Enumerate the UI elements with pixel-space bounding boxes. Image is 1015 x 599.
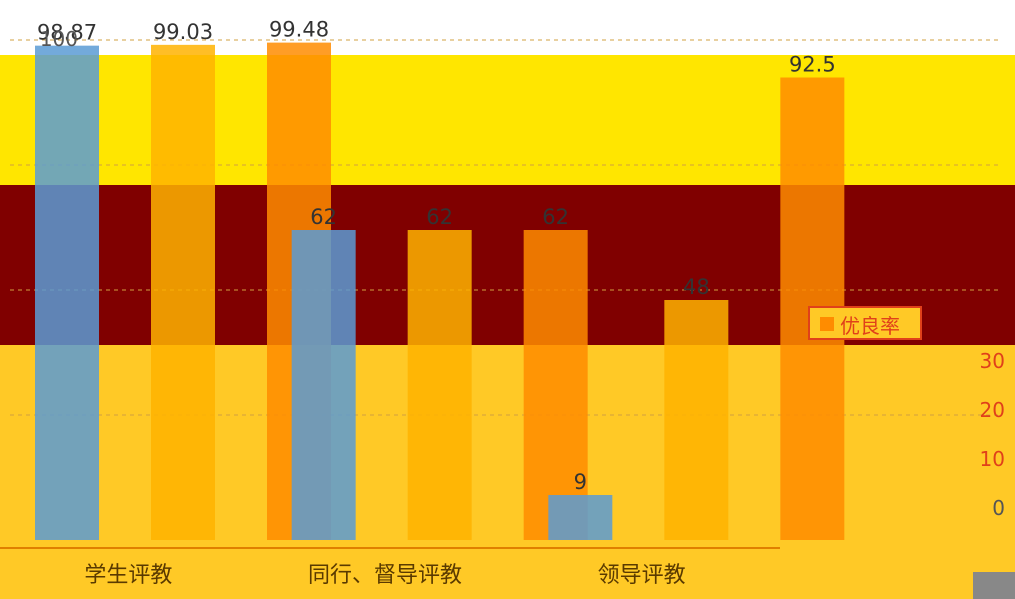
scroll-corner[interactable] bbox=[973, 572, 1015, 599]
bar-data-label: 62 bbox=[310, 205, 337, 229]
bar[interactable] bbox=[407, 230, 472, 540]
category-label: 学生评教 bbox=[84, 563, 172, 588]
bar[interactable] bbox=[151, 44, 215, 540]
y-right-tick-label: 0 bbox=[992, 496, 1005, 520]
y-right-tick-label: 20 bbox=[980, 398, 1005, 422]
bar-data-label: 48 bbox=[683, 275, 710, 299]
bar-data-label: 62 bbox=[426, 205, 453, 229]
bar[interactable] bbox=[523, 230, 588, 540]
bar-data-label: 62 bbox=[542, 205, 569, 229]
legend-swatch bbox=[820, 317, 834, 331]
category-label: 同行、督导评教 bbox=[308, 563, 462, 588]
legend-label: 优良率 bbox=[840, 314, 900, 338]
legend[interactable]: 优良率 bbox=[808, 306, 922, 340]
bar[interactable] bbox=[548, 495, 613, 540]
bar-labels-group: 98.87 99.03 99.48 62 62 62 9 48 92.5 bbox=[37, 18, 836, 494]
y-right-tick-label: 10 bbox=[980, 447, 1005, 471]
bar-data-label: 9 bbox=[574, 470, 587, 494]
bar-data-label: 99.48 bbox=[269, 18, 329, 42]
bar[interactable] bbox=[291, 230, 356, 540]
y-axis-right: 30 20 10 0 bbox=[980, 349, 1005, 520]
bar[interactable] bbox=[664, 300, 729, 540]
bar-data-label: 92.5 bbox=[789, 53, 836, 77]
category-label: 领导评教 bbox=[598, 563, 686, 588]
y-right-tick-label: 30 bbox=[980, 349, 1005, 373]
bar[interactable] bbox=[35, 45, 99, 541]
y-left-tick-label: 100 bbox=[40, 27, 78, 51]
bar-data-label: 99.03 bbox=[153, 20, 213, 44]
category-labels-group: 学生评教 同行、督导评教 领导评教 bbox=[84, 563, 685, 588]
y-axis-left: 100 bbox=[40, 27, 78, 51]
bar-data-label: 98.87 bbox=[37, 21, 97, 45]
